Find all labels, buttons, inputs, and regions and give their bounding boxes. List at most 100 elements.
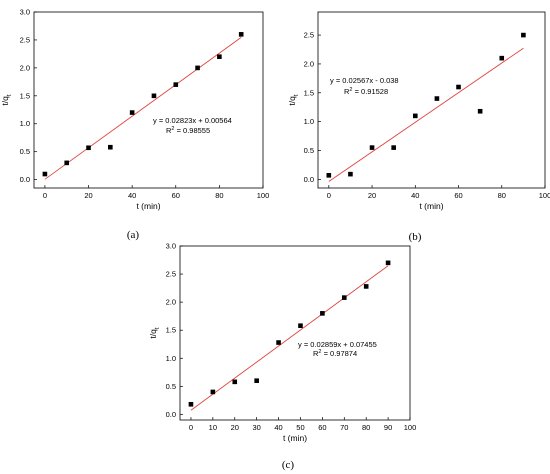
- y-tick-label: 0.0: [20, 175, 30, 184]
- y-tick-label: 1.0: [166, 354, 176, 363]
- data-point: [521, 32, 526, 38]
- r-squared-exponent: 2: [171, 126, 174, 132]
- plot-frame: [317, 11, 546, 189]
- x-tick-label: 80: [215, 191, 223, 200]
- data-point: [108, 144, 113, 150]
- y-tick-label: 3.0: [166, 242, 176, 251]
- y-tick-label: 1.0: [304, 117, 314, 126]
- r-squared-symbol: R: [313, 349, 319, 358]
- y-tick-label: 2.0: [166, 298, 176, 307]
- data-point: [42, 171, 48, 177]
- x-tick-label: 20: [368, 191, 376, 200]
- data-point: [341, 295, 347, 300]
- fit-line: [190, 265, 389, 411]
- x-axis-title: t (min): [283, 433, 307, 443]
- r-squared-value: = 0.97874: [321, 349, 357, 358]
- y-tick-label: 2.0: [20, 63, 30, 72]
- y-axis-title-main: t/q: [148, 329, 158, 339]
- x-tick-label: 100: [257, 191, 270, 200]
- fit-line: [44, 36, 242, 180]
- y-tick-label: 0.0: [304, 175, 314, 184]
- y-tick-label: 0.5: [304, 146, 314, 155]
- r-squared-value: = 0.98555: [174, 126, 210, 135]
- data-point: [232, 379, 238, 385]
- data-point: [477, 108, 483, 114]
- data-point: [456, 84, 461, 90]
- y-axis-title: t/qt: [148, 327, 161, 338]
- y-axis-title-subscript: t: [155, 327, 161, 329]
- y-axis-title-main: t/q: [0, 96, 10, 106]
- data-point: [210, 389, 216, 395]
- data-point: [326, 173, 332, 178]
- data-point: [173, 82, 179, 87]
- chart-panel-1: 0 20 40 60 80 100 0.0 0.5 1.0 1.5 2.0 2.5 y = 0.0256…: [287, 11, 550, 243]
- panel-caption: (a): [127, 229, 140, 241]
- data-point: [217, 54, 222, 59]
- y-tick-label: 1.5: [166, 326, 176, 335]
- data-point: [499, 55, 505, 61]
- data-point: [434, 96, 440, 101]
- y-axis-title: t/qt: [0, 94, 13, 105]
- x-tick-label: 30: [252, 423, 260, 432]
- y-tick-label: 2.5: [166, 270, 176, 279]
- data-point: [363, 284, 369, 289]
- y-axis-title-main: t/q: [287, 96, 297, 106]
- x-tick-label: 60: [172, 191, 180, 200]
- y-tick-label: 0.5: [166, 382, 176, 391]
- x-tick-label: 0: [43, 191, 47, 200]
- r-squared-annotation: R2 = 0.98555: [166, 126, 210, 135]
- data-point: [391, 145, 396, 150]
- fit-line: [328, 47, 524, 182]
- panel-caption: (b): [409, 231, 422, 243]
- data-point: [254, 378, 259, 384]
- data-point: [86, 145, 91, 151]
- x-tick-label: 40: [128, 191, 136, 200]
- panel-caption: (c): [282, 459, 295, 471]
- plot-frame: [179, 245, 411, 421]
- x-tick-label: 40: [411, 191, 419, 200]
- x-tick-label: 60: [318, 423, 326, 432]
- data-point: [64, 160, 70, 166]
- x-tick-label: 40: [274, 423, 282, 432]
- data-point: [412, 113, 418, 119]
- y-tick-label: 1.5: [20, 91, 30, 100]
- y-tick-label: 3.0: [20, 8, 30, 17]
- data-point: [369, 145, 375, 150]
- data-point: [238, 32, 244, 37]
- y-tick-label: 2.5: [20, 35, 30, 44]
- fit-equation: y = 0.02823x + 0.00564: [153, 116, 232, 125]
- x-tick-label: 70: [340, 423, 348, 432]
- x-tick-label: 0: [189, 423, 193, 432]
- y-axis-title-subscript: t: [7, 94, 13, 96]
- data-point: [151, 93, 157, 99]
- data-point: [276, 340, 281, 345]
- fit-equation: y = 0.02859x + 0.07455: [298, 340, 377, 349]
- x-axis-title: t (min): [419, 201, 443, 211]
- x-tick-label: 60: [454, 191, 462, 200]
- y-tick-label: 0.5: [20, 147, 30, 156]
- x-tick-label: 100: [539, 191, 550, 200]
- y-axis-title-subscript: t: [294, 94, 300, 96]
- r-squared-annotation: R2 = 0.97874: [313, 349, 357, 358]
- x-tick-label: 10: [209, 423, 217, 432]
- x-tick-label: 80: [362, 423, 370, 432]
- y-tick-label: 1.0: [20, 119, 30, 128]
- data-point: [298, 323, 303, 329]
- plot-frame: [33, 11, 264, 189]
- x-tick-label: 20: [231, 423, 239, 432]
- r-squared-annotation: R2 = 0.91528: [344, 87, 388, 96]
- x-tick-label: 50: [296, 423, 304, 432]
- chart-panel-2: 0 10 20 30 40 50 60 70 80 90 100 0.0 0.5 1.0 1.5 2.0 2.5…: [148, 242, 416, 472]
- x-tick-label: 80: [498, 191, 506, 200]
- data-point: [188, 401, 194, 407]
- data-point: [129, 110, 135, 115]
- chart-panel-0: 0 20 40 60 80 100 0.0 0.5 1.0 1.5 2.0 2.5 3.0 y = 0.0…: [0, 8, 269, 242]
- r-squared-exponent: 2: [318, 349, 321, 355]
- r-squared-exponent: 2: [349, 87, 352, 93]
- x-tick-label: 90: [384, 423, 392, 432]
- y-tick-label: 2.5: [304, 31, 314, 40]
- x-axis-title: t (min): [136, 201, 160, 211]
- r-squared-value: = 0.91528: [352, 87, 388, 96]
- y-tick-label: 2.0: [304, 59, 314, 68]
